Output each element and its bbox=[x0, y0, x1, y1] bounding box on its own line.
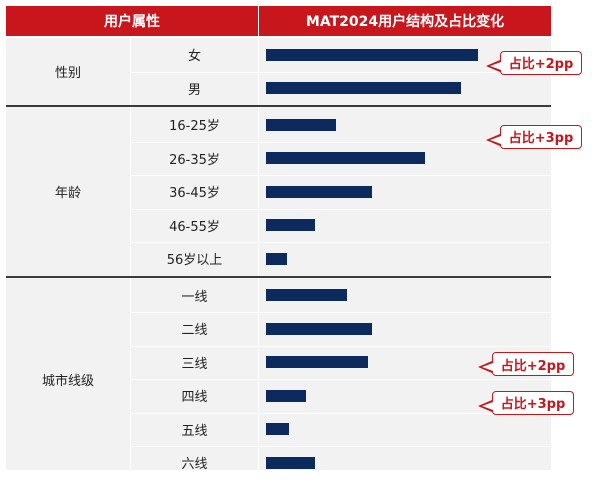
group-label: 性别 bbox=[54, 66, 81, 81]
bar bbox=[266, 48, 478, 61]
row-label: 一线 bbox=[181, 289, 208, 305]
bar bbox=[266, 252, 287, 265]
callout-pointer-fill bbox=[490, 61, 501, 70]
section-divider bbox=[6, 275, 551, 278]
column-divider bbox=[130, 38, 131, 470]
bar bbox=[266, 82, 461, 95]
bar bbox=[266, 389, 306, 402]
bar bbox=[266, 456, 315, 469]
callout-pointer-fill bbox=[482, 401, 493, 410]
bar bbox=[266, 356, 368, 369]
change-callout: 占比+3pp bbox=[492, 390, 574, 415]
section-divider bbox=[6, 105, 551, 107]
row-label: 46-55岁 bbox=[169, 219, 220, 235]
row-separator bbox=[131, 379, 551, 380]
bar bbox=[266, 289, 347, 302]
row-label: 六线 bbox=[181, 457, 208, 473]
row-label: 五线 bbox=[181, 423, 208, 439]
row-separator bbox=[131, 175, 551, 176]
row-separator bbox=[131, 242, 551, 243]
row-separator bbox=[131, 71, 551, 73]
row-separator bbox=[131, 345, 551, 347]
row-label: 56岁以上 bbox=[166, 253, 223, 269]
row-separator bbox=[131, 312, 551, 313]
change-callout: 占比+2pp bbox=[492, 352, 574, 377]
bar bbox=[266, 219, 315, 232]
row-label: 四线 bbox=[181, 390, 208, 406]
group-label: 城市线级 bbox=[41, 373, 94, 389]
bar bbox=[266, 185, 372, 198]
row-label: 女 bbox=[187, 49, 201, 65]
bar bbox=[266, 118, 336, 131]
row-label: 36-45岁 bbox=[169, 186, 220, 202]
bar bbox=[266, 152, 425, 165]
row-separator bbox=[131, 446, 551, 447]
change-callout: 占比+3pp bbox=[500, 124, 582, 149]
row-label: 二线 bbox=[181, 323, 208, 339]
row-label: 三线 bbox=[181, 356, 208, 372]
row-separator bbox=[131, 208, 551, 210]
header-chart-title: MAT2024用户结构及占比变化 bbox=[259, 6, 551, 36]
bar bbox=[266, 423, 289, 436]
header-user-attribute: 用户属性 bbox=[6, 6, 258, 36]
group-label: 年龄 bbox=[54, 186, 81, 202]
callout-pointer-fill bbox=[482, 363, 493, 372]
row-label: 26-35岁 bbox=[169, 152, 220, 168]
callout-pointer-fill bbox=[490, 135, 501, 144]
row-separator bbox=[131, 412, 551, 414]
change-callout: 占比+2pp bbox=[500, 50, 582, 75]
row-label: 男 bbox=[187, 82, 201, 98]
row-separator bbox=[131, 141, 551, 143]
row-label: 16-25岁 bbox=[169, 119, 220, 135]
bar bbox=[266, 322, 372, 335]
left-panel-bg bbox=[6, 38, 258, 470]
